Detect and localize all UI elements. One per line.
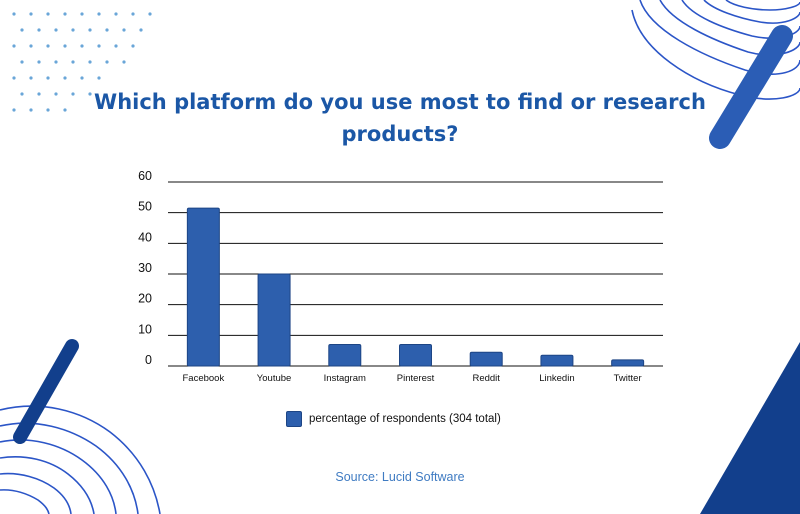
decor-dot (71, 60, 75, 64)
decor-dot (37, 60, 41, 64)
decor-dot (105, 60, 109, 64)
decor-dot (122, 60, 126, 64)
y-tick-label: 50 (138, 200, 152, 214)
decor-dot (46, 44, 50, 48)
decor-dot (63, 12, 67, 16)
decor-dot (20, 28, 24, 32)
gridlines (168, 181, 663, 367)
decor-dot (54, 60, 58, 64)
decor-dot (12, 108, 16, 112)
decor-dot (29, 76, 33, 80)
bar-reddit (469, 351, 503, 367)
chart-title: Which platform do you use most to find o… (94, 90, 706, 146)
bar-instagram (328, 344, 362, 367)
decor-dot (20, 92, 24, 96)
decor-dot (63, 44, 67, 48)
decor-dot (29, 108, 33, 112)
bars (186, 207, 645, 367)
bar-linkedin (540, 354, 574, 367)
y-tick-label: 20 (138, 292, 152, 306)
x-tick-label: Instagram (324, 373, 366, 384)
decor-dot (122, 28, 126, 32)
bar-facebook (186, 207, 220, 367)
bar-pinterest (399, 344, 432, 367)
decor-dot (88, 92, 92, 96)
y-tick-label: 60 (138, 169, 152, 183)
source-note: Source: Lucid Software (335, 470, 465, 484)
decor-dot (131, 44, 135, 48)
decor-dot (80, 12, 84, 16)
decor-dot (54, 92, 58, 96)
y-tick-label: 40 (138, 230, 152, 244)
decor-triangle-bottom-right (700, 342, 800, 514)
decor-dot (12, 12, 16, 16)
decor-dot (63, 108, 67, 112)
y-tick-label: 10 (138, 322, 152, 336)
decor-dot (20, 60, 24, 64)
x-tick-label: Facebook (182, 373, 224, 384)
decor-dot (71, 28, 75, 32)
decor-dot (63, 76, 67, 80)
decor-dot (88, 60, 92, 64)
x-tick-label: Reddit (472, 373, 500, 384)
contour-lines-top-right (631, 0, 800, 100)
decor-dot (37, 92, 41, 96)
x-tick-label: Twitter (614, 373, 642, 384)
decor-dot (80, 44, 84, 48)
decor-dot (97, 12, 101, 16)
decor-dot (29, 12, 33, 16)
decor-dot (105, 28, 109, 32)
x-tick-label: Youtube (257, 373, 292, 384)
dot-pattern (12, 12, 152, 112)
decor-dot (80, 76, 84, 80)
x-tick-label: Pinterest (397, 373, 435, 384)
legend-label: percentage of respondents (304 total) (309, 413, 501, 425)
x-tick-label: Linkedin (539, 373, 574, 384)
decor-dot (46, 108, 50, 112)
decor-dot (97, 44, 101, 48)
decor-dot (131, 12, 135, 16)
decor-dot (46, 12, 50, 16)
decor-bar-bottom-left (13, 339, 79, 444)
bar-youtube (257, 273, 291, 367)
y-tick-label: 30 (138, 261, 152, 275)
decor-dot (54, 28, 58, 32)
decor-dot (97, 76, 101, 80)
decor-dot (46, 76, 50, 80)
x-axis-tick-labels: Facebook Youtube Instagram Pinterest Reddit L… (182, 373, 641, 384)
bar-twitter (611, 359, 645, 367)
legend: percentage of respondents (304 total) (286, 410, 501, 428)
decor-dot (12, 44, 16, 48)
legend-swatch (286, 411, 302, 427)
decor-dot (148, 12, 152, 16)
decor-dot (12, 76, 16, 80)
decor-dot (37, 28, 41, 32)
decor-bar-top-right (709, 25, 793, 149)
decor-dot (88, 28, 92, 32)
decor-dot (29, 44, 33, 48)
y-tick-label: 0 (145, 353, 152, 367)
decor-dot (71, 92, 75, 96)
decor-dot (114, 44, 118, 48)
y-axis-tick-labels: 0 10 20 30 40 50 60 (138, 169, 152, 367)
decor-dot (139, 28, 143, 32)
decor-dot (114, 12, 118, 16)
